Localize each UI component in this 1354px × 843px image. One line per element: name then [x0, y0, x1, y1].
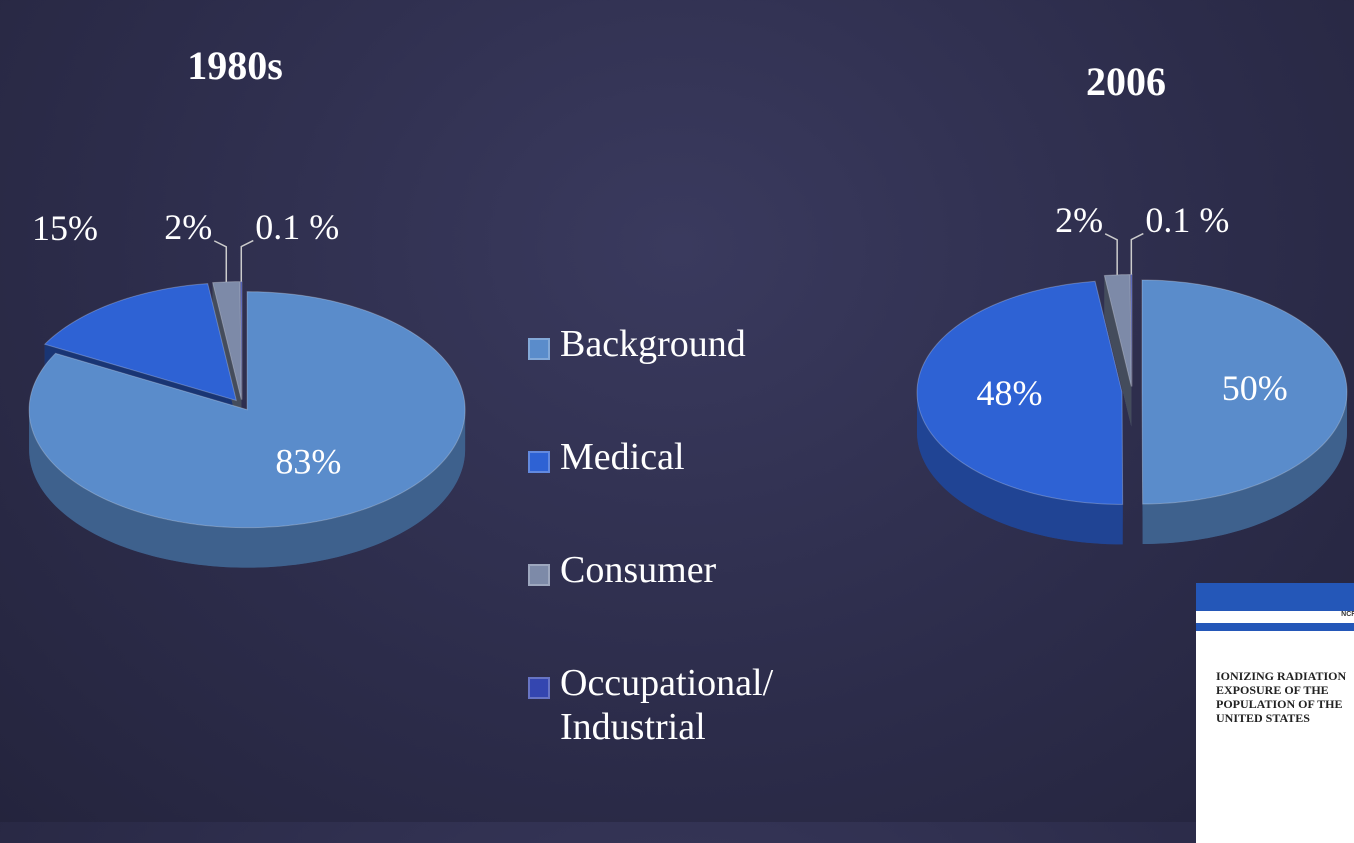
charts: 1980s 2006 83% 15% 2% 0.1 % 50% 48% 2% 0.1 % — [28, 43, 1348, 568]
legend-label: Background — [560, 323, 746, 365]
slice — [916, 280, 1124, 505]
legend: Background Medical Consumer Occupational/ I… — [528, 322, 828, 774]
legend-swatch — [528, 451, 550, 473]
legend-item: Occupational/ Industrial — [528, 661, 828, 774]
slice-shade — [212, 282, 242, 440]
chart-title: 2006 — [1086, 59, 1166, 104]
leader-line — [1104, 233, 1118, 275]
legend-label: Consumer — [560, 549, 717, 591]
leader-line — [1130, 232, 1144, 275]
chart-title: 1980s — [187, 43, 283, 88]
report-header: NCRP REPORT — [1196, 611, 1354, 631]
data-label: 83% — [275, 442, 341, 482]
legend-swatch — [528, 564, 550, 586]
slice-shade — [1104, 275, 1132, 427]
band — [1196, 583, 1354, 611]
legend-label: Medical — [560, 436, 685, 478]
report-cover: NCRP REPORT IONIZING RADIATION EXPOSURE … — [1196, 583, 1354, 843]
data-label: 48% — [977, 373, 1043, 413]
legend-item: Consumer — [528, 548, 828, 661]
slice-side — [29, 409, 466, 568]
data-label: 2% — [164, 207, 212, 247]
slice-shade — [29, 409, 466, 568]
legend-swatch — [528, 677, 550, 699]
data-label: 2% — [1055, 200, 1103, 240]
leader-line — [213, 240, 228, 282]
legend-swatch — [528, 338, 550, 360]
slice — [43, 283, 238, 402]
slice-shade — [1142, 391, 1143, 544]
leader-line — [240, 239, 254, 282]
slice-shade — [917, 392, 1123, 545]
data-label: 0.1 % — [255, 207, 339, 247]
slice-side — [1142, 391, 1347, 544]
slice — [1141, 279, 1348, 505]
legend-item: Background — [528, 322, 828, 435]
report-title: IONIZING RADIATION EXPOSURE OF THE POPUL… — [1216, 669, 1347, 725]
slide: 1980s 2006 83% 15% 2% 0.1 % 50% 48% 2% 0.1 % Ba… — [0, 0, 1354, 822]
slice-cut — [212, 282, 242, 440]
legend-item: Medical — [528, 435, 828, 548]
legend-label: Occupational/ Industrial — [560, 662, 774, 748]
slice-shade — [1142, 391, 1347, 544]
slice-cut — [1142, 391, 1143, 544]
data-label: 50% — [1222, 368, 1288, 408]
slice-cut — [1104, 275, 1132, 427]
data-label: 15% — [32, 208, 98, 248]
data-label: 0.1 % — [1145, 200, 1229, 240]
slice-side — [917, 392, 1123, 545]
slice — [240, 281, 243, 400]
slice — [28, 291, 466, 529]
